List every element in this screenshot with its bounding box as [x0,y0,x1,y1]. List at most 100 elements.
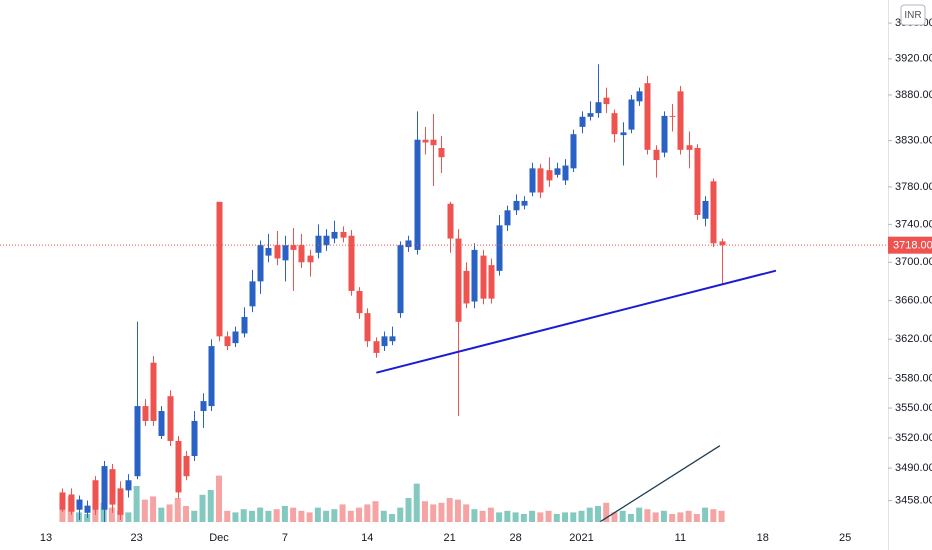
volume-bar [380,510,387,522]
x-tick-label: 23 [130,532,142,544]
candle-body [504,210,511,226]
volume-bar [594,506,601,522]
candle-body [158,411,165,436]
candles [59,64,726,522]
volume-bar [660,510,667,522]
candle-body [307,255,314,263]
volume-bar [471,509,478,522]
candle-body [232,331,239,344]
volume-bar [586,507,593,522]
volume-bar [240,509,247,522]
volume-bar [133,486,140,522]
volume-bar [570,512,577,522]
candle-body [208,346,215,407]
candle-body [373,341,380,353]
volume-bar [454,499,461,522]
volume-bar [397,507,404,522]
candle-body [397,245,404,314]
volume-bar [496,512,503,522]
candle-body [422,139,429,143]
currency-label: INR [904,10,921,21]
y-tick-label: 3830.00 [895,135,932,147]
candle-body [636,91,643,102]
candle-body [587,113,594,117]
x-tick-label: 14 [361,532,373,544]
candle-body [200,401,207,412]
candle-body [710,181,717,244]
candle-body [677,91,684,150]
volume-bar [257,507,264,522]
volume-bar [529,510,536,522]
y-tick-label: 3550.00 [895,402,932,414]
currency-button[interactable] [900,4,926,26]
x-tick-label: 28 [509,532,521,544]
candle-body [216,201,223,337]
trend-line [376,269,777,374]
candle-body [579,116,586,127]
candle-body [653,149,660,160]
candle-body [603,97,610,105]
volume-bar [562,512,569,522]
candle-body [331,231,338,239]
candle-body [183,456,190,477]
candle-body [84,505,91,513]
volume-bar [323,510,330,522]
x-tick-label: 18 [757,532,769,544]
volume-bar [331,509,338,522]
volume-bar [537,512,544,522]
candle-body [340,231,347,238]
candle-body [488,265,495,299]
y-tick-label: 3490.00 [895,462,932,474]
volume-bar [372,501,379,522]
candle-body [686,145,693,150]
candle-body [167,396,174,441]
volume-bar [578,510,585,522]
y-tick-label: 3520.00 [895,432,932,444]
overlay: INR [900,4,926,26]
candle-body [694,147,701,215]
volume-bar [421,501,428,522]
last-price-label: 3718.00 [893,240,932,252]
volume-bar [644,509,651,522]
y-tick-label: 3620.00 [895,333,932,345]
candle-body [134,406,141,477]
candle-body [570,134,577,169]
candle-body [356,290,363,314]
y-tick-label: 3780.00 [895,181,932,193]
candle-body [471,249,478,302]
volume-bar [677,512,684,522]
volume-bar [199,494,206,522]
volume-bar [158,507,165,522]
volume-bar [553,514,560,522]
candle-body [644,83,651,150]
volume-bar [702,507,709,522]
candle-body [447,203,454,239]
volume-bar [718,510,725,522]
y-tick-label: 3740.00 [895,218,932,230]
candle-body [430,139,437,146]
candle-body [315,235,322,253]
candle-body [513,200,520,211]
volume-bar [430,504,437,522]
candle-body [101,466,108,510]
candle-body [719,241,726,246]
volume-bar [339,504,346,522]
candle-body [364,313,371,342]
candle-body [150,362,157,421]
y-tick-label: 3920.00 [895,53,932,65]
volume-bar [487,507,494,522]
volume-bar [75,512,82,522]
candle-body [529,168,536,193]
trend-line [600,445,721,523]
candle-body [175,440,182,493]
volume-bar [125,512,132,522]
volume-bar [306,512,313,522]
volume-bar [347,510,354,522]
y-tick-label: 3660.00 [895,294,932,306]
candle-body [521,200,528,206]
last-price-tag [888,236,932,254]
candle-body [59,492,66,510]
candle-body [496,225,503,271]
volume-bar [207,490,214,522]
